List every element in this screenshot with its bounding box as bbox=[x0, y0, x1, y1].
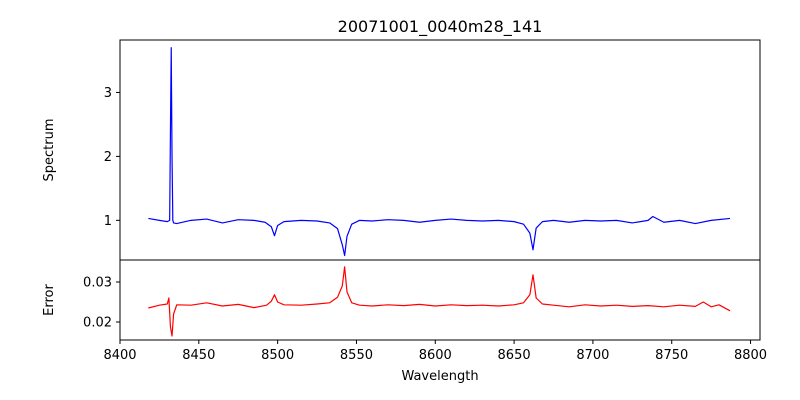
plot-layer: 1 2 3 Spectrum 0.02 0.03 Error 8400 8450 8500 8550… bbox=[42, 39, 767, 363]
x-axis-label: Wavelength bbox=[401, 369, 478, 384]
error-panel: 0.02 0.03 Error bbox=[42, 259, 761, 341]
spectrum-y-tick-label: 2 bbox=[104, 150, 112, 165]
x-tick-label: 8700 bbox=[576, 348, 609, 363]
x-tick-label: 8800 bbox=[734, 348, 767, 363]
error-frame bbox=[119, 259, 761, 341]
x-tick-label: 8600 bbox=[419, 348, 452, 363]
chart-title: 20071001_0040m28_141 bbox=[338, 17, 543, 37]
x-tick-label: 8650 bbox=[498, 348, 531, 363]
error-y-tick-label: 0.02 bbox=[83, 316, 112, 331]
spectrum-y-axis-label: Spectrum bbox=[42, 119, 57, 182]
x-tick-label: 8450 bbox=[182, 348, 215, 363]
spectrum-y-tick-label: 1 bbox=[104, 214, 112, 229]
error-y-axis-label: Error bbox=[42, 284, 57, 316]
x-tick-label: 8750 bbox=[655, 348, 688, 363]
spectrum-series-line-0 bbox=[148, 47, 731, 257]
x-tick-label: 8500 bbox=[261, 348, 294, 363]
spectrum-panel: 1 2 3 Spectrum bbox=[42, 39, 761, 261]
spectrum-frame bbox=[119, 39, 761, 261]
x-tick-label: 8400 bbox=[103, 348, 136, 363]
error-y-tick-label: 0.03 bbox=[83, 276, 112, 291]
x-tick-label: 8550 bbox=[340, 348, 373, 363]
error-series-line-0 bbox=[148, 266, 731, 337]
spectrum-y-tick-label: 3 bbox=[104, 86, 112, 101]
